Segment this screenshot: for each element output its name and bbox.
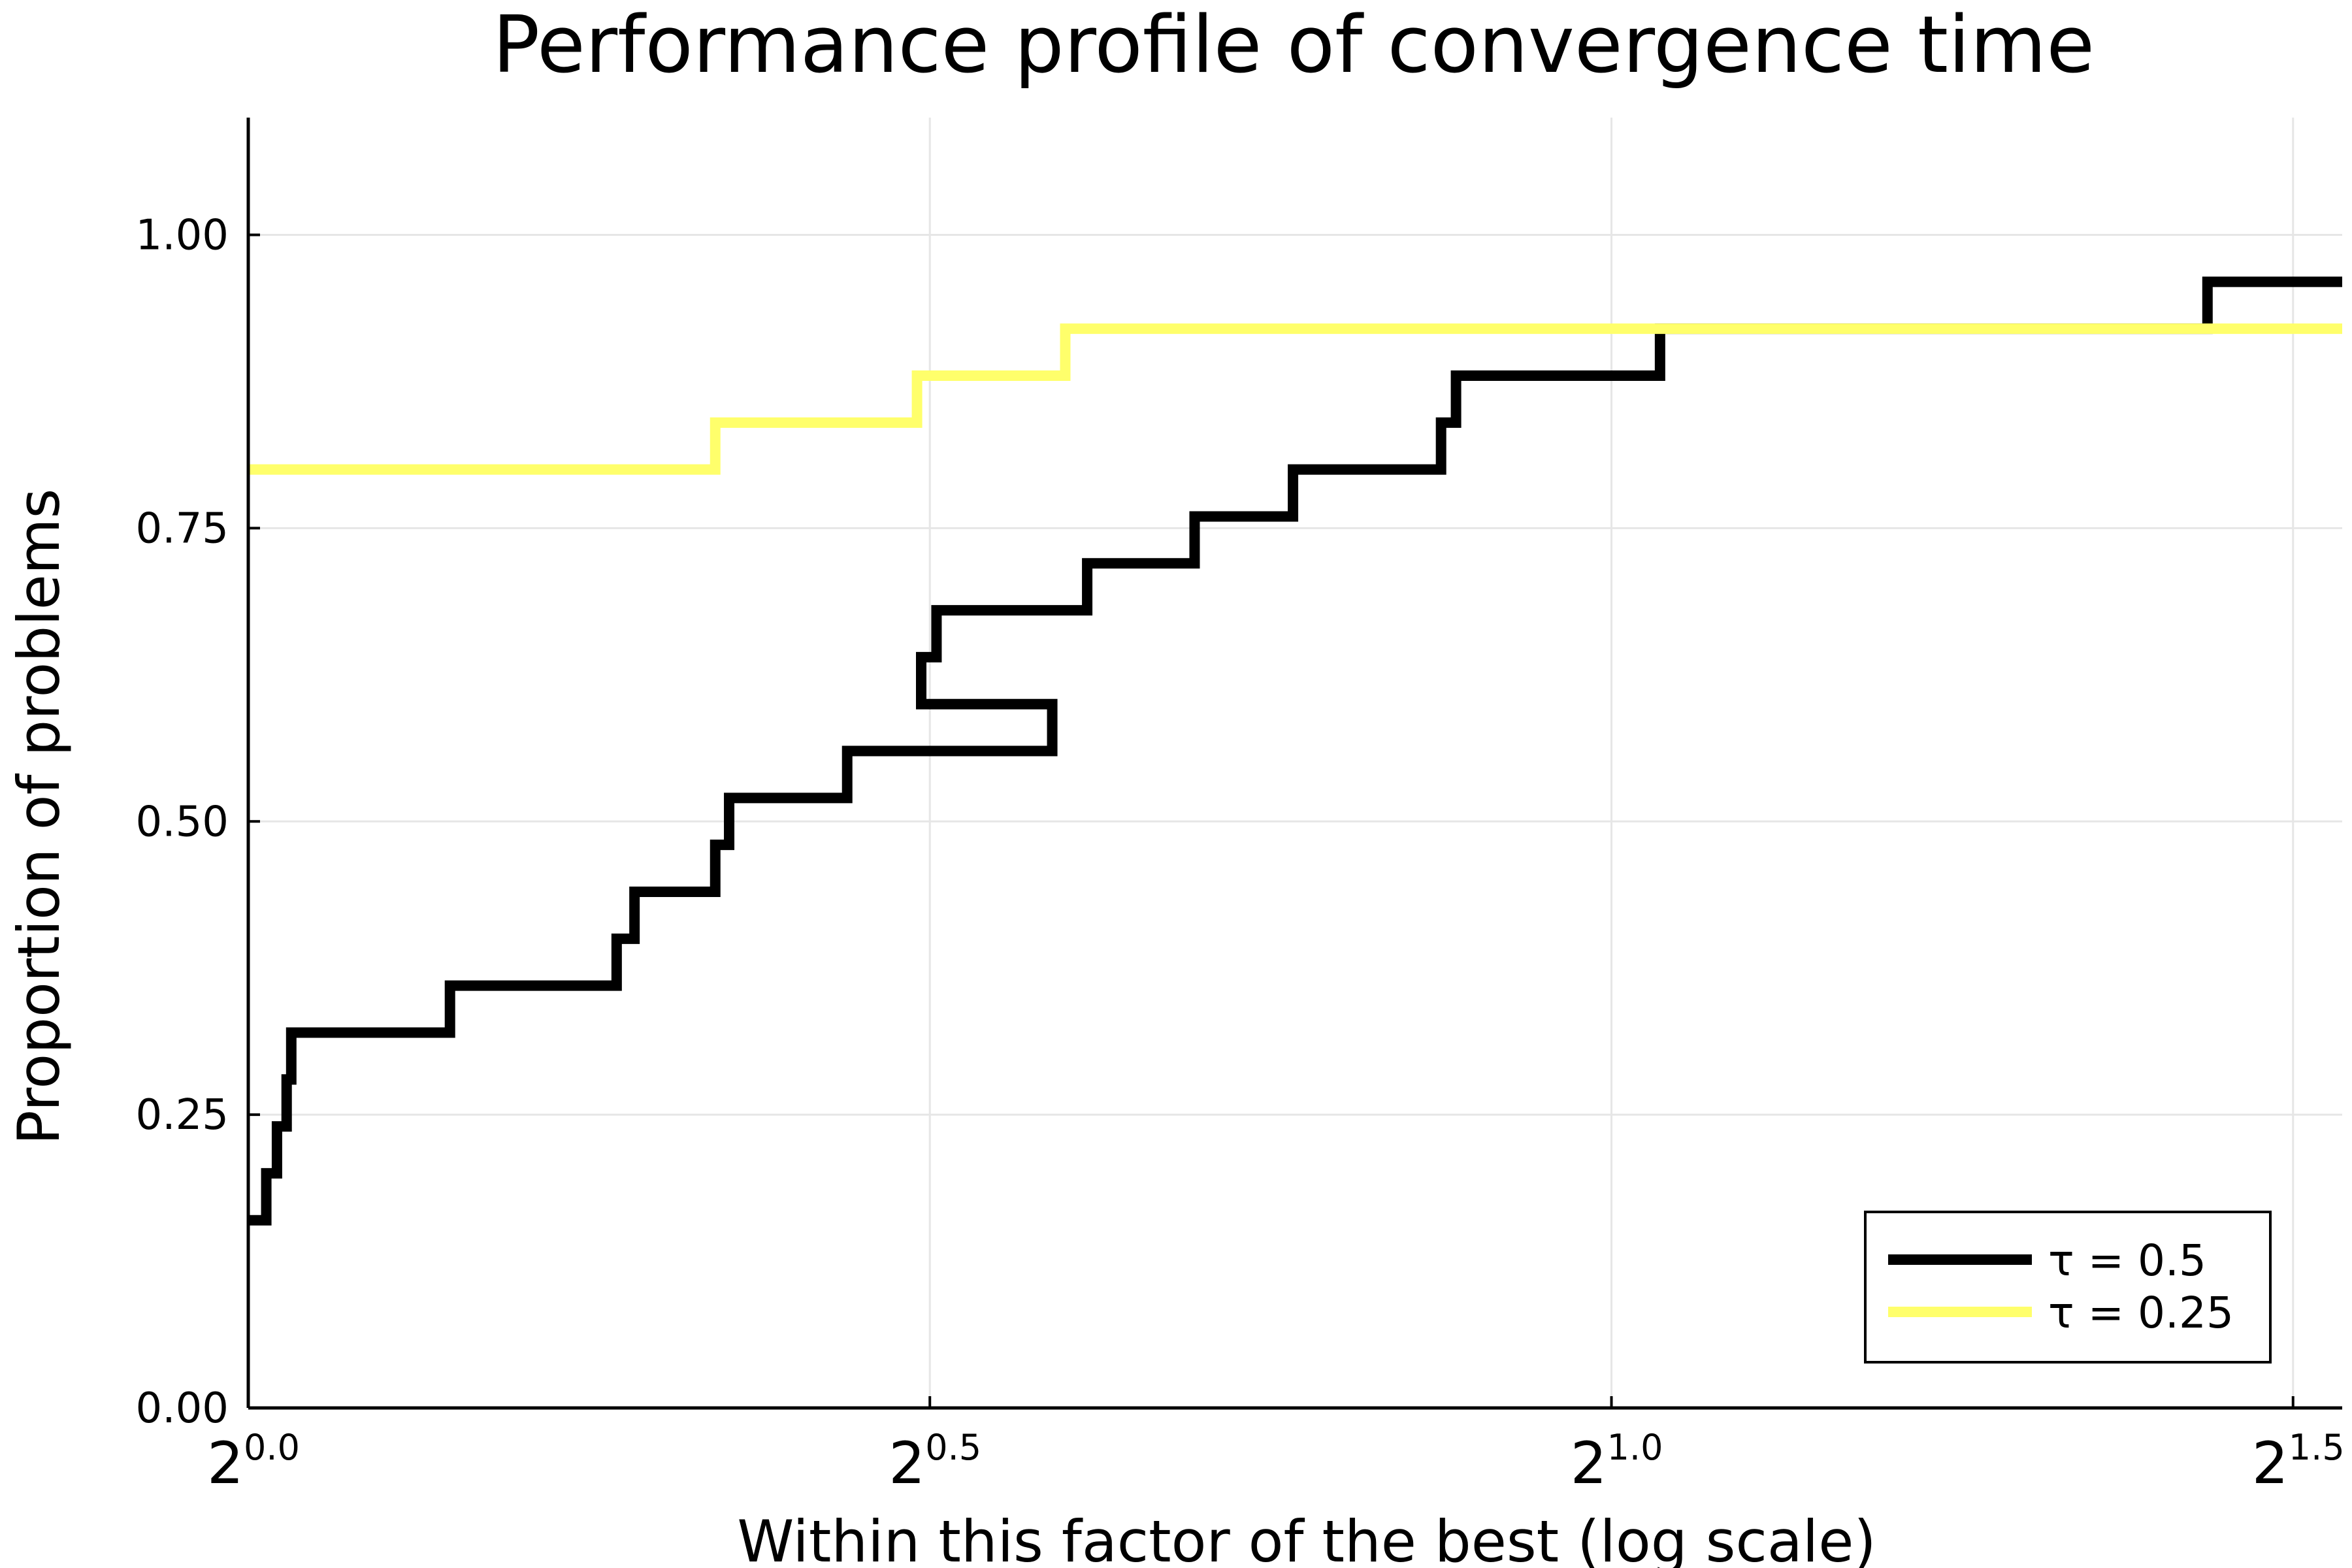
x-tick-label: 20.5 <box>889 1427 981 1497</box>
x-tick-label: 21.0 <box>1571 1427 1663 1497</box>
legend-label-tau-0-25: τ = 0.25 <box>2048 1288 2234 1338</box>
y-tick-label: 0.00 <box>136 1384 229 1433</box>
y-tick-label: 0.75 <box>136 504 229 553</box>
x-tick-label: 20.0 <box>207 1427 300 1497</box>
series-line-tau-0-25 <box>248 323 2342 475</box>
axes <box>246 118 2342 1410</box>
tick-marks <box>247 233 2295 1409</box>
chart-title: Performance profile of convergence time <box>493 0 2095 91</box>
x-tick-base: 2 <box>1571 1429 1607 1497</box>
x-tick-exponent: 0.5 <box>925 1427 981 1468</box>
y-axis-label: Proportion of problems <box>5 489 73 1145</box>
x-tick-label: 21.5 <box>2252 1427 2345 1497</box>
y-tick-label: 0.50 <box>136 798 229 846</box>
x-tick-base: 2 <box>889 1429 925 1497</box>
x-tick-exponent: 1.5 <box>2289 1427 2345 1468</box>
y-tick-label: 0.25 <box>136 1091 229 1139</box>
legend-box <box>1864 1211 2272 1364</box>
x-axis-label: Within this factor of the best (log scal… <box>737 1508 1876 1568</box>
x-tick-base: 2 <box>2252 1429 2289 1497</box>
series-line-tau-0-5 <box>248 276 2342 1226</box>
x-tick-base: 2 <box>207 1429 244 1497</box>
y-tick-label: 1.00 <box>136 212 229 260</box>
series-layer <box>248 276 2342 1226</box>
x-tick-exponent: 1.0 <box>1607 1427 1663 1468</box>
x-tick-exponent: 0.0 <box>244 1427 300 1468</box>
legend: τ = 0.5 τ = 0.25 <box>1864 1211 2272 1364</box>
legend-label-tau-0-5: τ = 0.5 <box>2048 1235 2206 1286</box>
